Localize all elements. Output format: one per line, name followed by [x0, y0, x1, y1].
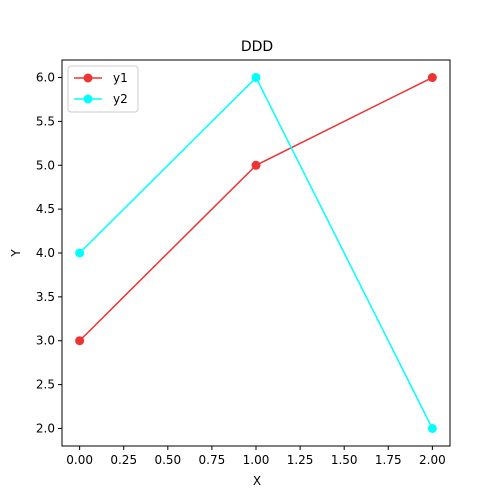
x-tick-label: 2.00: [419, 453, 446, 467]
data-point-y1: [251, 160, 261, 170]
y-tick-label: 4.5: [36, 202, 55, 216]
legend-marker-y2: [83, 94, 93, 104]
data-point-y2: [75, 248, 85, 258]
y-axis-label: Y: [9, 249, 23, 258]
axes-frame: [61, 59, 451, 447]
x-tick-label: 1.75: [375, 453, 402, 467]
y-axis: 2.0 2.5 3.0 3.5 4.0 4.5 5.0 5.5 6.0: [36, 71, 62, 435]
plot-area: [75, 73, 437, 433]
x-tick-label: 0.50: [154, 453, 181, 467]
legend-label-y1: y1: [113, 71, 128, 85]
y-tick-label: 3.0: [36, 334, 55, 348]
data-point-y2: [251, 73, 261, 83]
x-tick-label: 1.50: [331, 453, 358, 467]
chart-title: DDD: [241, 39, 273, 55]
x-tick-label: 0.00: [66, 453, 93, 467]
y-tick-label: 2.0: [36, 421, 55, 435]
y-tick-label: 5.5: [36, 114, 55, 128]
x-axis-label: X: [253, 474, 261, 488]
y-tick-label: 2.5: [36, 378, 55, 392]
x-axis: 0.00 0.25 0.50 0.75 1.00 1.25 1.50 1.75 2.00: [66, 446, 446, 467]
y-tick-label: 3.5: [36, 290, 55, 304]
y-tick-label: 5.0: [36, 158, 55, 172]
x-tick-label: 0.25: [110, 453, 137, 467]
legend-label-y2: y2: [113, 92, 128, 106]
x-tick-label: 1.00: [243, 453, 270, 467]
legend-marker-y1: [83, 73, 93, 83]
y-tick-label: 4.0: [36, 246, 55, 260]
legend: y1 y2: [67, 65, 139, 113]
series-line-y1: [79, 76, 433, 342]
series-line-y2: [79, 76, 434, 429]
y-tick-label: 6.0: [36, 71, 55, 85]
x-tick-label: 1.25: [287, 453, 314, 467]
data-point-y2: [427, 423, 437, 433]
x-tick-label: 0.75: [199, 453, 226, 467]
data-point-y1: [427, 73, 437, 83]
data-point-y1: [75, 336, 85, 346]
